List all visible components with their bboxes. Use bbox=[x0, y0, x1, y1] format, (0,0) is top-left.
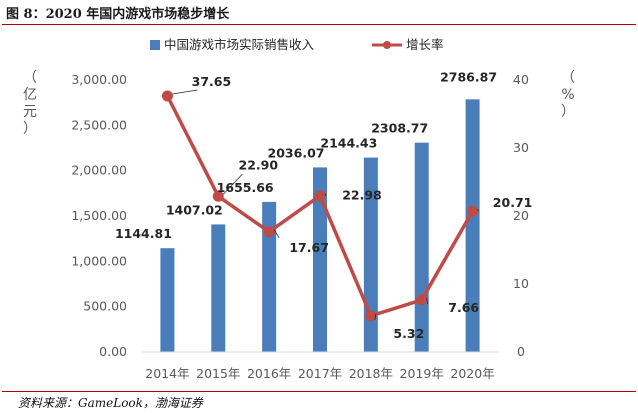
growth-point bbox=[365, 310, 377, 322]
footer-rule bbox=[2, 391, 636, 392]
right-axis-label-char: ） bbox=[561, 104, 575, 120]
x-tick-label: 2015年 bbox=[196, 366, 240, 381]
growth-point bbox=[416, 294, 428, 306]
bar bbox=[160, 248, 175, 352]
bar-series bbox=[160, 99, 480, 352]
figure-title: 图 8：2020 年国内游戏市场稳步增长 bbox=[6, 7, 230, 22]
growth-point bbox=[467, 205, 479, 217]
growth-point bbox=[212, 190, 224, 202]
x-tick-label: 2014年 bbox=[145, 366, 189, 381]
bar bbox=[414, 142, 429, 352]
bar-value-label: 2144.43 bbox=[320, 136, 377, 151]
line-value-label: 22.90 bbox=[239, 157, 279, 172]
title-rule bbox=[2, 24, 636, 25]
left-y-axis: 0.00 500.00 1,000.00 1,500.00 2,000.00 2,500.… bbox=[23, 70, 127, 359]
growth-point bbox=[314, 190, 326, 202]
line-label-callout bbox=[426, 297, 429, 304]
left-tick-label: 2,000.00 bbox=[71, 163, 127, 178]
right-tick-label: 0 bbox=[517, 344, 525, 359]
line-label-callout bbox=[477, 208, 479, 212]
chart-legend: 中国游戏市场实际销售收入 增长率 bbox=[150, 37, 444, 52]
legend-line-label: 增长率 bbox=[406, 37, 444, 52]
bar-value-label: 2786.87 bbox=[440, 69, 497, 84]
growth-point bbox=[263, 226, 275, 238]
right-axis-label-char: % bbox=[561, 87, 574, 103]
bar bbox=[313, 167, 327, 352]
bar-value-label: 2308.77 bbox=[371, 121, 428, 136]
bar bbox=[465, 99, 480, 352]
line-value-label: 7.66 bbox=[448, 300, 479, 315]
legend-line-marker bbox=[383, 41, 391, 49]
right-tick-label: 40 bbox=[513, 72, 529, 87]
growth-chart: 中国游戏市场实际销售收入 增长率 0.00 500.00 1,000.00 1,500.… bbox=[23, 37, 575, 381]
line-label-callout bbox=[324, 193, 327, 196]
growth-point bbox=[161, 90, 173, 102]
left-axis-label-char: （ bbox=[23, 70, 37, 86]
left-axis-label-char: ） bbox=[23, 121, 37, 137]
left-axis-label-char: 元 bbox=[23, 104, 37, 120]
bar bbox=[211, 224, 226, 352]
line-label-callout bbox=[222, 174, 243, 195]
line-value-label: 17.67 bbox=[289, 240, 329, 255]
bar-value-label: 2036.07 bbox=[268, 145, 325, 160]
line-series bbox=[161, 90, 479, 322]
left-tick-label: 1,000.00 bbox=[71, 253, 127, 268]
left-tick-label: 2,500.00 bbox=[71, 117, 127, 132]
bar bbox=[363, 157, 378, 352]
source-note: 资料来源：GameLook，渤海证券 bbox=[18, 396, 203, 410]
right-tick-label: 10 bbox=[513, 276, 529, 291]
right-y-axis: 0 10 20 30 40 （%） bbox=[513, 70, 575, 359]
line-value-label: 22.98 bbox=[342, 188, 382, 203]
right-axis-label-char: （ bbox=[561, 70, 575, 86]
right-tick-label: 20 bbox=[513, 208, 529, 223]
x-tick-label: 2020年 bbox=[450, 366, 494, 381]
bar-value-label: 1144.81 bbox=[115, 226, 172, 241]
x-tick-label: 2019年 bbox=[400, 366, 444, 381]
bar-value-label: 1407.02 bbox=[166, 202, 223, 217]
line-label-callout bbox=[273, 229, 280, 239]
left-tick-label: 500.00 bbox=[83, 299, 127, 314]
left-axis-label-char: 亿 bbox=[23, 87, 37, 103]
line-value-label: 37.65 bbox=[192, 74, 232, 89]
line-value-label: 5.32 bbox=[393, 326, 424, 341]
x-tick-label: 2016年 bbox=[247, 366, 291, 381]
x-tick-label: 2017年 bbox=[298, 366, 342, 381]
line-label-callout bbox=[374, 313, 377, 320]
legend-bar-swatch bbox=[150, 40, 160, 50]
x-tick-label: 2018年 bbox=[349, 366, 393, 381]
bar-value-label: 1655.66 bbox=[217, 180, 274, 195]
x-axis: 2014年 2015年 2016年 2017年 2018年 2019年 2020年 bbox=[142, 351, 498, 381]
data-labels: 1144.81 1407.02 1655.66 2036.072144.432308.… bbox=[115, 69, 532, 341]
line-label-callout bbox=[172, 89, 198, 95]
left-tick-label: 3,000.00 bbox=[71, 72, 127, 87]
left-tick-label: 0.00 bbox=[99, 344, 127, 359]
line-value-label: 20.71 bbox=[493, 195, 533, 210]
right-tick-label: 30 bbox=[513, 140, 529, 155]
legend-bar-label: 中国游戏市场实际销售收入 bbox=[164, 37, 315, 52]
bar bbox=[262, 201, 277, 352]
left-tick-label: 1,500.00 bbox=[71, 208, 127, 223]
